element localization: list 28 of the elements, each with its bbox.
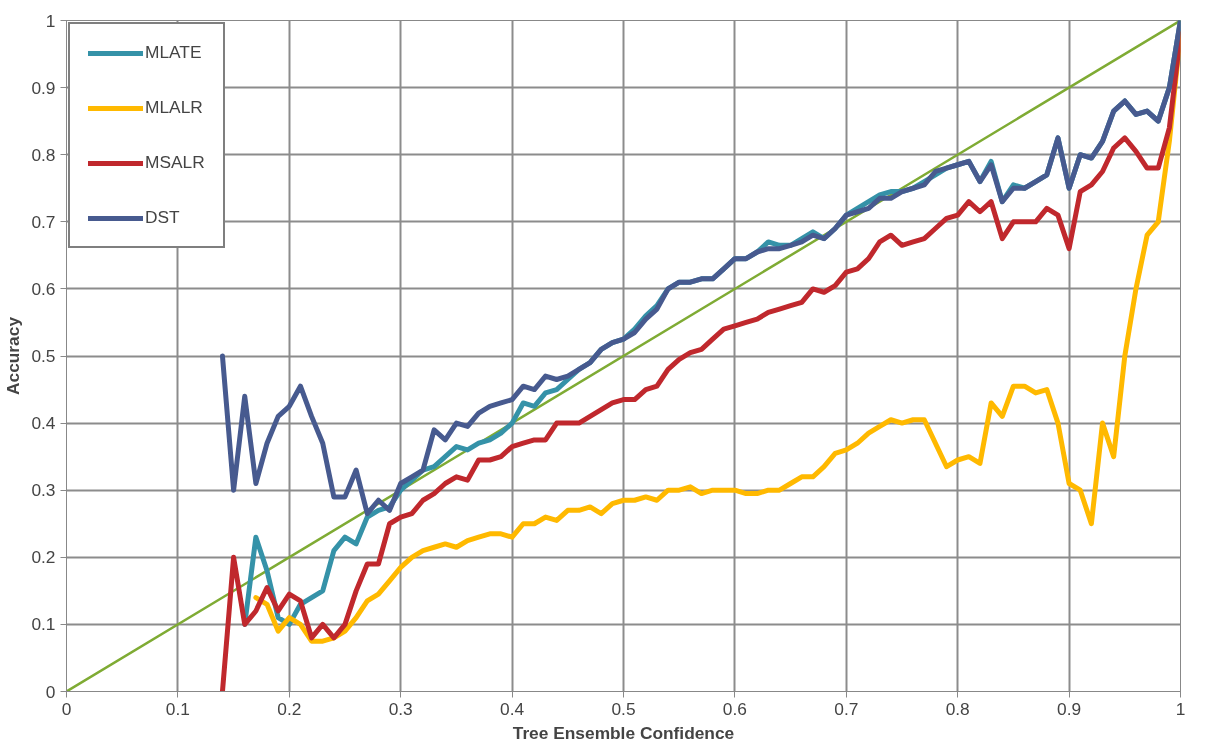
x-tick-label: 0.3 xyxy=(388,698,413,719)
legend-label: DST xyxy=(145,207,180,228)
x-axis-title: Tree Ensemble Confidence xyxy=(512,722,735,743)
y-tick-label: 0.1 xyxy=(31,614,56,635)
y-tick-label: 0.8 xyxy=(31,144,56,165)
x-tick-label: 0 xyxy=(61,698,72,719)
y-tick-label: 0.4 xyxy=(31,413,56,434)
y-axis-title: Accuracy xyxy=(3,316,24,396)
y-tick-label: 0.9 xyxy=(31,77,56,98)
x-tick-label: 1 xyxy=(1175,698,1186,719)
x-tick-label: 0.6 xyxy=(722,698,747,719)
y-tick-label: 0.7 xyxy=(31,211,56,232)
legend-label: MLALR xyxy=(145,97,203,118)
y-tick-label: 0.3 xyxy=(31,480,56,501)
legend-label: MSALR xyxy=(145,152,205,173)
x-tick-label: 0.8 xyxy=(945,698,970,719)
x-tick-label: 0.7 xyxy=(834,698,859,719)
x-tick-label: 0.4 xyxy=(500,698,525,719)
x-tick-label: 0.9 xyxy=(1057,698,1082,719)
y-tick-label: 1 xyxy=(45,10,56,31)
x-tick-label: 0.5 xyxy=(611,698,636,719)
x-tick-label: 0.1 xyxy=(165,698,190,719)
y-tick-label: 0.2 xyxy=(31,547,56,568)
y-tick-label: 0.6 xyxy=(31,278,56,299)
y-tick-label: 0 xyxy=(45,681,56,702)
x-tick-label: 0.2 xyxy=(277,698,302,719)
y-tick-label: 0.5 xyxy=(31,346,56,366)
legend-label: MLATE xyxy=(145,42,202,63)
